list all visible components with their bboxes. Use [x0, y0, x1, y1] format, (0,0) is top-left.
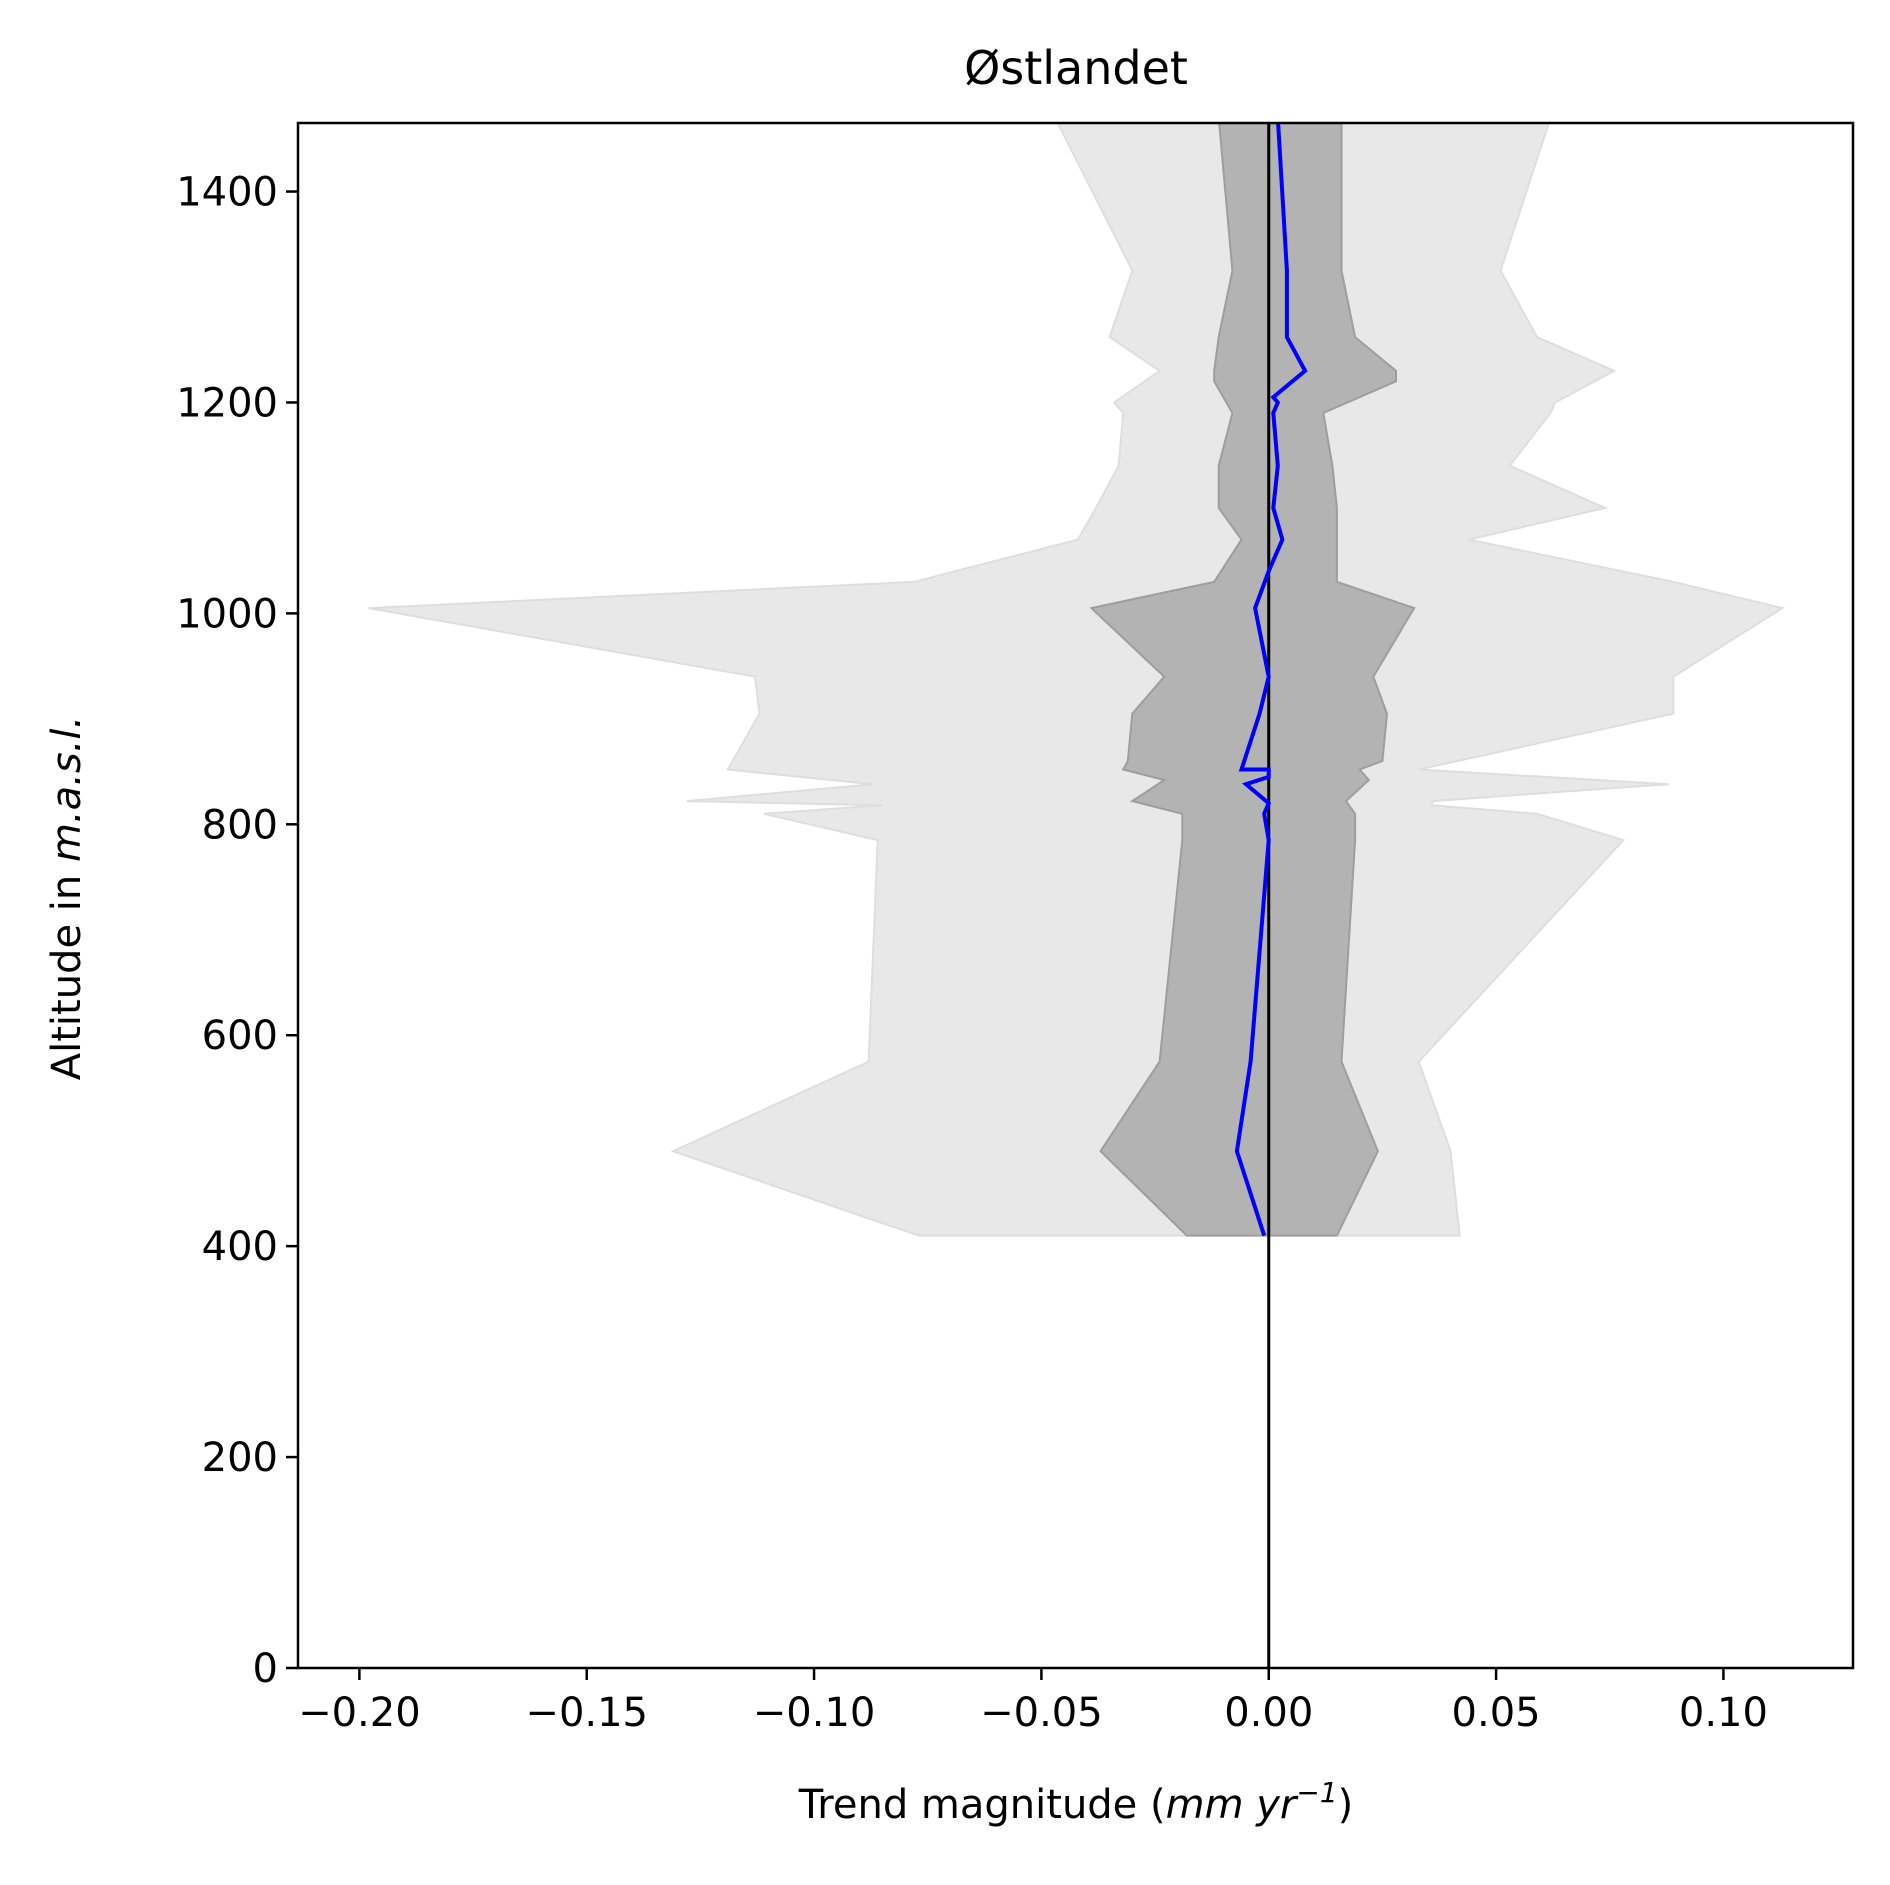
x-tick-label: −0.05	[980, 1690, 1103, 1736]
x-axis-label: Trend magnitude (mm yr−1)	[798, 1776, 1354, 1828]
median-trend-line	[1234, 123, 1308, 1237]
y-tick-label: 0	[253, 1646, 278, 1692]
outer-range-band	[368, 123, 1786, 1237]
y-axis-label-prefix: Altitude in	[44, 862, 90, 1080]
y-axis-label-units: m.a.s.l.	[44, 716, 90, 862]
x-tick-label: −0.10	[753, 1690, 876, 1736]
x-axis-label-prefix: Trend magnitude (	[798, 1782, 1166, 1828]
x-tick-label: 0.10	[1679, 1690, 1768, 1736]
y-tick-label: 1200	[176, 380, 278, 426]
inner-range-band	[1089, 123, 1416, 1237]
x-tick-label: 0.05	[1452, 1690, 1541, 1736]
y-tick-label: 1400	[176, 170, 278, 216]
x-axis-label-suffix: )	[1338, 1782, 1354, 1828]
y-tick-label: 600	[202, 1013, 278, 1059]
y-tick-label: 400	[202, 1224, 278, 1270]
x-axis-label-exponent: −1	[1296, 1776, 1337, 1809]
plot-area	[368, 123, 1786, 1668]
axes-frame	[296, 121, 1855, 1670]
x-axis-label-units: mm yr	[1166, 1782, 1299, 1828]
y-axis-label: Altitude in m.a.s.l.	[44, 716, 90, 1081]
x-tick-label: −0.20	[298, 1690, 421, 1736]
y-tick-label: 1000	[176, 591, 278, 637]
x-tick-label: 0.00	[1224, 1690, 1313, 1736]
axis-ticks: −0.20 −0.15 −0.10 −0.05 0.00 0.05 0.10 0 200 400 6…	[176, 170, 1768, 1736]
y-tick-label: 800	[202, 802, 278, 848]
chart-title: Østlandet	[964, 41, 1188, 95]
y-tick-label: 200	[202, 1435, 278, 1481]
x-tick-label: −0.15	[525, 1690, 648, 1736]
